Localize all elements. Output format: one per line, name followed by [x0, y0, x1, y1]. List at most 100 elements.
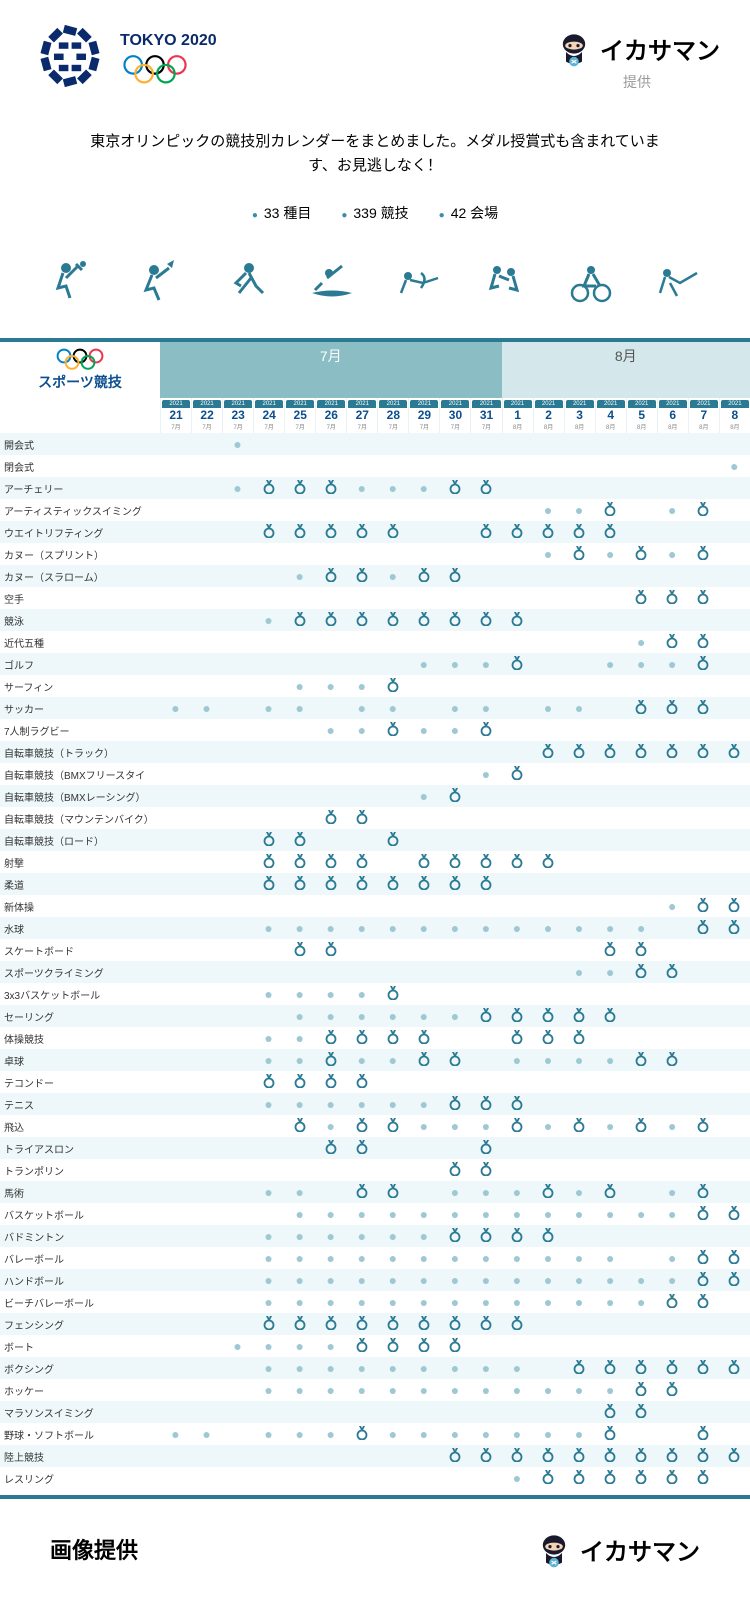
- calendar-cell: ●: [439, 1008, 470, 1024]
- calendar-cell: ●: [346, 480, 377, 496]
- calendar-cell: [470, 1316, 501, 1333]
- calendar-cell: [346, 876, 377, 893]
- calendar-cell: ●: [595, 546, 626, 562]
- table-row: 陸上競技: [0, 1445, 750, 1467]
- table-row: マラソンスイミング: [0, 1401, 750, 1423]
- date-cell: 202168月: [657, 398, 688, 433]
- sport-name: 自転車競技（トラック）: [0, 745, 160, 760]
- footer-text: 画像提供: [50, 1533, 138, 1565]
- calendar-cell: ●: [564, 1426, 595, 1442]
- calendar-cell: ●: [315, 1338, 346, 1354]
- calendar-cell: ●: [284, 678, 315, 694]
- calendar-cell: [626, 546, 657, 563]
- calendar-cell: [688, 502, 719, 519]
- calendar-cell: [719, 898, 750, 915]
- sport-name: ホッケー: [0, 1383, 160, 1398]
- sport-name: サッカー: [0, 701, 160, 716]
- calendar-cell: [502, 854, 533, 871]
- calendar-cell: ●: [284, 920, 315, 936]
- calendar-cell: ●: [315, 1360, 346, 1376]
- table-row: ホッケー●●●●●●●●●●●●: [0, 1379, 750, 1401]
- calendar-cell: [253, 1074, 284, 1091]
- calendar-cell: [284, 832, 315, 849]
- table-row: レスリング●: [0, 1467, 750, 1489]
- table-row: スケートボード: [0, 939, 750, 961]
- calendar-cell: ●: [377, 1250, 408, 1266]
- calendar-cell: ●: [564, 920, 595, 936]
- sport-name: カヌー（スラローム）: [0, 569, 160, 584]
- calendar-cell: [657, 1448, 688, 1465]
- calendar-cell: ●: [564, 1272, 595, 1288]
- calendar-cell: ●: [470, 700, 501, 716]
- calendar-cell: ●: [595, 1250, 626, 1266]
- calendar-cell: ●: [439, 656, 470, 672]
- calendar-cell: [284, 854, 315, 871]
- calendar-cell: ●: [315, 920, 346, 936]
- calendar-cell: ●: [408, 722, 439, 738]
- calendar-cell: [377, 1184, 408, 1201]
- calendar-cell: [595, 744, 626, 761]
- calendar-cell: ●: [253, 1184, 284, 1200]
- calendar-cell: [502, 766, 533, 783]
- calendar-cell: [688, 1360, 719, 1377]
- calendar-cell: ●: [470, 1294, 501, 1310]
- calendar-cell: ●: [595, 656, 626, 672]
- calendar-cell: ●: [657, 898, 688, 914]
- calendar-cell: ●: [346, 1052, 377, 1068]
- calendar-cell: [657, 1360, 688, 1377]
- calendar-cell: ●: [191, 1426, 222, 1442]
- badminton-icon: [134, 258, 184, 308]
- calendar-cell: ●: [626, 634, 657, 650]
- table-row: ハンドボール●●●●●●●●●●●●●●: [0, 1269, 750, 1291]
- calendar-cell: ●: [284, 1338, 315, 1354]
- calendar-cell: [315, 568, 346, 585]
- calendar-cell: ●: [626, 1272, 657, 1288]
- stats-row: 33 種目 339 競技 42 会場: [0, 188, 750, 238]
- table-row: テコンドー: [0, 1071, 750, 1093]
- calendar-cell: [533, 524, 564, 541]
- calendar-cell: ●: [626, 1294, 657, 1310]
- calendar-cell: [688, 1250, 719, 1267]
- calendar-cell: ●: [253, 1096, 284, 1112]
- table-row: 競泳●: [0, 609, 750, 631]
- sport-name: テニス: [0, 1097, 160, 1112]
- sport-name: スケートボード: [0, 943, 160, 958]
- calendar-cell: [564, 1448, 595, 1465]
- calendar-cell: [470, 524, 501, 541]
- calendar-cell: [408, 1052, 439, 1069]
- calendar-cell: [533, 1470, 564, 1487]
- calendar-cell: ●: [377, 1096, 408, 1112]
- calendar-cell: ●: [160, 1426, 191, 1442]
- table-row: トランポリン: [0, 1159, 750, 1181]
- table-row: 自転車競技（ロード）: [0, 829, 750, 851]
- calendar-cell: [470, 854, 501, 871]
- calendar-cell: ●: [377, 1426, 408, 1442]
- calendar-cell: ●: [377, 1272, 408, 1288]
- calendar-cell: ●: [408, 1294, 439, 1310]
- calendar-cell: [595, 1184, 626, 1201]
- calendar-cell: [626, 1360, 657, 1377]
- calendar-cell: [284, 1118, 315, 1135]
- calendar-cell: [657, 700, 688, 717]
- calendar-cell: ●: [222, 1338, 253, 1354]
- sport-name: ハンドボール: [0, 1273, 160, 1288]
- calendar-cell: ●: [408, 1272, 439, 1288]
- calendar-cell: [564, 1008, 595, 1025]
- table-row: 野球・ソフトボール●●●●●●●●●●●●: [0, 1423, 750, 1445]
- calendar-cell: [502, 1008, 533, 1025]
- calendar-cell: [533, 1184, 564, 1201]
- calendar-cell: ●: [595, 920, 626, 936]
- table-row: バドミントン●●●●●●: [0, 1225, 750, 1247]
- sport-name: バレーボール: [0, 1251, 160, 1266]
- calendar-cell: [470, 1096, 501, 1113]
- calendar-cell: [533, 1008, 564, 1025]
- calendar-cell: ●: [564, 1184, 595, 1200]
- sport-name: ボート: [0, 1339, 160, 1354]
- table-row: 体操競技●●: [0, 1027, 750, 1049]
- calendar-cell: [564, 524, 595, 541]
- calendar-cell: ●: [346, 1228, 377, 1244]
- calendar-cell: [595, 1448, 626, 1465]
- calendar-cell: [315, 876, 346, 893]
- sport-name: サーフィン: [0, 679, 160, 694]
- calendar-cell: ●: [284, 1360, 315, 1376]
